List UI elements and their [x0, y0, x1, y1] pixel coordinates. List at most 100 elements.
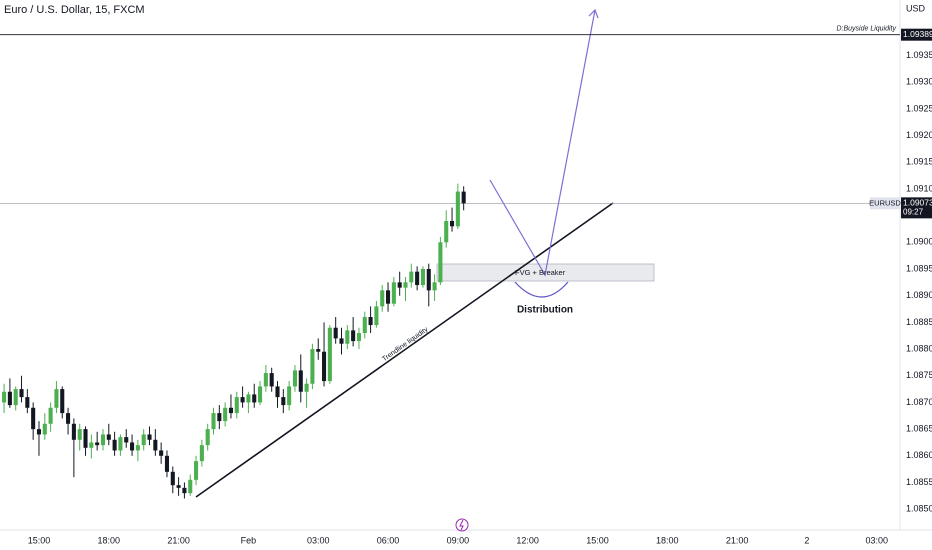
event-icon [455, 518, 469, 532]
y-tick-label: 1.08700 [906, 397, 932, 407]
candle-body [287, 386, 292, 406]
candle-body [345, 330, 350, 344]
candle-body [420, 269, 425, 286]
candle-body [391, 282, 396, 304]
y-tick-label: 1.09250 [906, 103, 932, 113]
y-tick-label: 1.08500 [906, 504, 932, 514]
candle-body [188, 479, 193, 494]
candle-body [426, 269, 431, 291]
candle-body [217, 413, 222, 422]
candle-body [281, 397, 286, 406]
event-icon-bolt [459, 519, 464, 531]
candle-body [228, 407, 233, 414]
candle-body [182, 487, 187, 494]
x-tick-label: 12:00 [516, 535, 539, 545]
candle-body [322, 351, 327, 382]
y-tick-label: 1.09300 [906, 77, 932, 87]
candle-body [159, 450, 164, 456]
candle-body [356, 333, 361, 342]
candle-body [100, 434, 106, 446]
candle-body [19, 389, 24, 398]
liquidity-label: D:Buyside Liquidity [836, 26, 896, 33]
candle-body [170, 471, 175, 486]
candle-body [106, 434, 111, 440]
candle-body [304, 383, 309, 392]
x-tick-label: 03:00 [307, 535, 330, 545]
candle-body [310, 349, 315, 384]
projection-path [489, 9, 596, 277]
x-tick-label: 18:00 [656, 535, 679, 545]
candle-body [409, 271, 414, 283]
candle-body [42, 423, 47, 435]
candle-body [54, 389, 59, 408]
candle-body [205, 429, 210, 446]
candle-body [263, 373, 268, 387]
candle-body [351, 330, 356, 342]
x-tick-label: 21:00 [726, 535, 749, 545]
last-price-box [901, 197, 932, 219]
candle-body [438, 242, 443, 283]
candle-body [455, 191, 460, 227]
x-tick-label: 06:00 [377, 535, 400, 545]
countdown-label: 09:27 [903, 207, 924, 216]
fvg-label: FVG + Breaker [515, 268, 566, 277]
candle-body [83, 429, 88, 448]
candle-body [333, 327, 338, 339]
trendline [195, 202, 614, 498]
liquidity-price-box [901, 28, 932, 41]
x-tick-label: 09:00 [447, 535, 470, 545]
candle-body [252, 394, 257, 403]
candle-body [234, 397, 239, 414]
x-tick-label: 2 [804, 535, 809, 545]
candle-body [194, 461, 199, 480]
x-tick-label: 18:00 [98, 535, 121, 545]
y-tick-label: 1.08800 [906, 343, 932, 353]
candle-body [13, 389, 18, 406]
candle-body [141, 434, 146, 446]
distribution-arc [514, 281, 569, 298]
x-tick-label: Feb [241, 535, 257, 545]
candle-body [368, 317, 373, 326]
y-tick-label: 1.09200 [906, 130, 932, 140]
candle-body [223, 407, 228, 422]
currency-label: USD [906, 3, 926, 13]
candle-body [380, 290, 385, 307]
x-tick-label: 15:00 [28, 535, 51, 545]
symbol-box [870, 197, 900, 210]
candle-body [461, 191, 466, 204]
last-price-label: 1.09073 [903, 198, 932, 208]
x-tick-label: 15:00 [586, 535, 609, 545]
candle-body [258, 386, 263, 403]
symbol-label: EURUSD [869, 198, 901, 207]
candle-body [124, 437, 129, 443]
y-tick-label: 1.08750 [906, 370, 932, 380]
candle-body [2, 391, 7, 403]
candle-body [112, 439, 117, 451]
candle-body [7, 391, 12, 406]
candle-body [31, 407, 36, 430]
candle-body [432, 282, 437, 291]
candle-body [89, 442, 94, 448]
candle-body [339, 338, 344, 344]
candle-body [327, 327, 332, 382]
liquidity-price-label: 1.09389 [903, 29, 932, 39]
candle-body [176, 485, 181, 488]
candle-body [374, 306, 379, 326]
y-tick-label: 1.09100 [906, 183, 932, 193]
candle-body [362, 317, 367, 334]
candle-body [292, 370, 297, 387]
candle-body [415, 271, 420, 286]
y-tick-label: 1.08850 [906, 317, 932, 327]
candle-body [60, 389, 65, 414]
candle-body [397, 282, 402, 288]
projection-arrowhead [588, 8, 599, 19]
candle-body [275, 386, 280, 398]
candle-body [298, 370, 303, 392]
distribution-label: Distribution [517, 305, 573, 316]
candle-body [316, 349, 321, 352]
y-tick-label: 1.08600 [906, 450, 932, 460]
candle-body [240, 397, 245, 403]
candle-body [147, 434, 152, 440]
